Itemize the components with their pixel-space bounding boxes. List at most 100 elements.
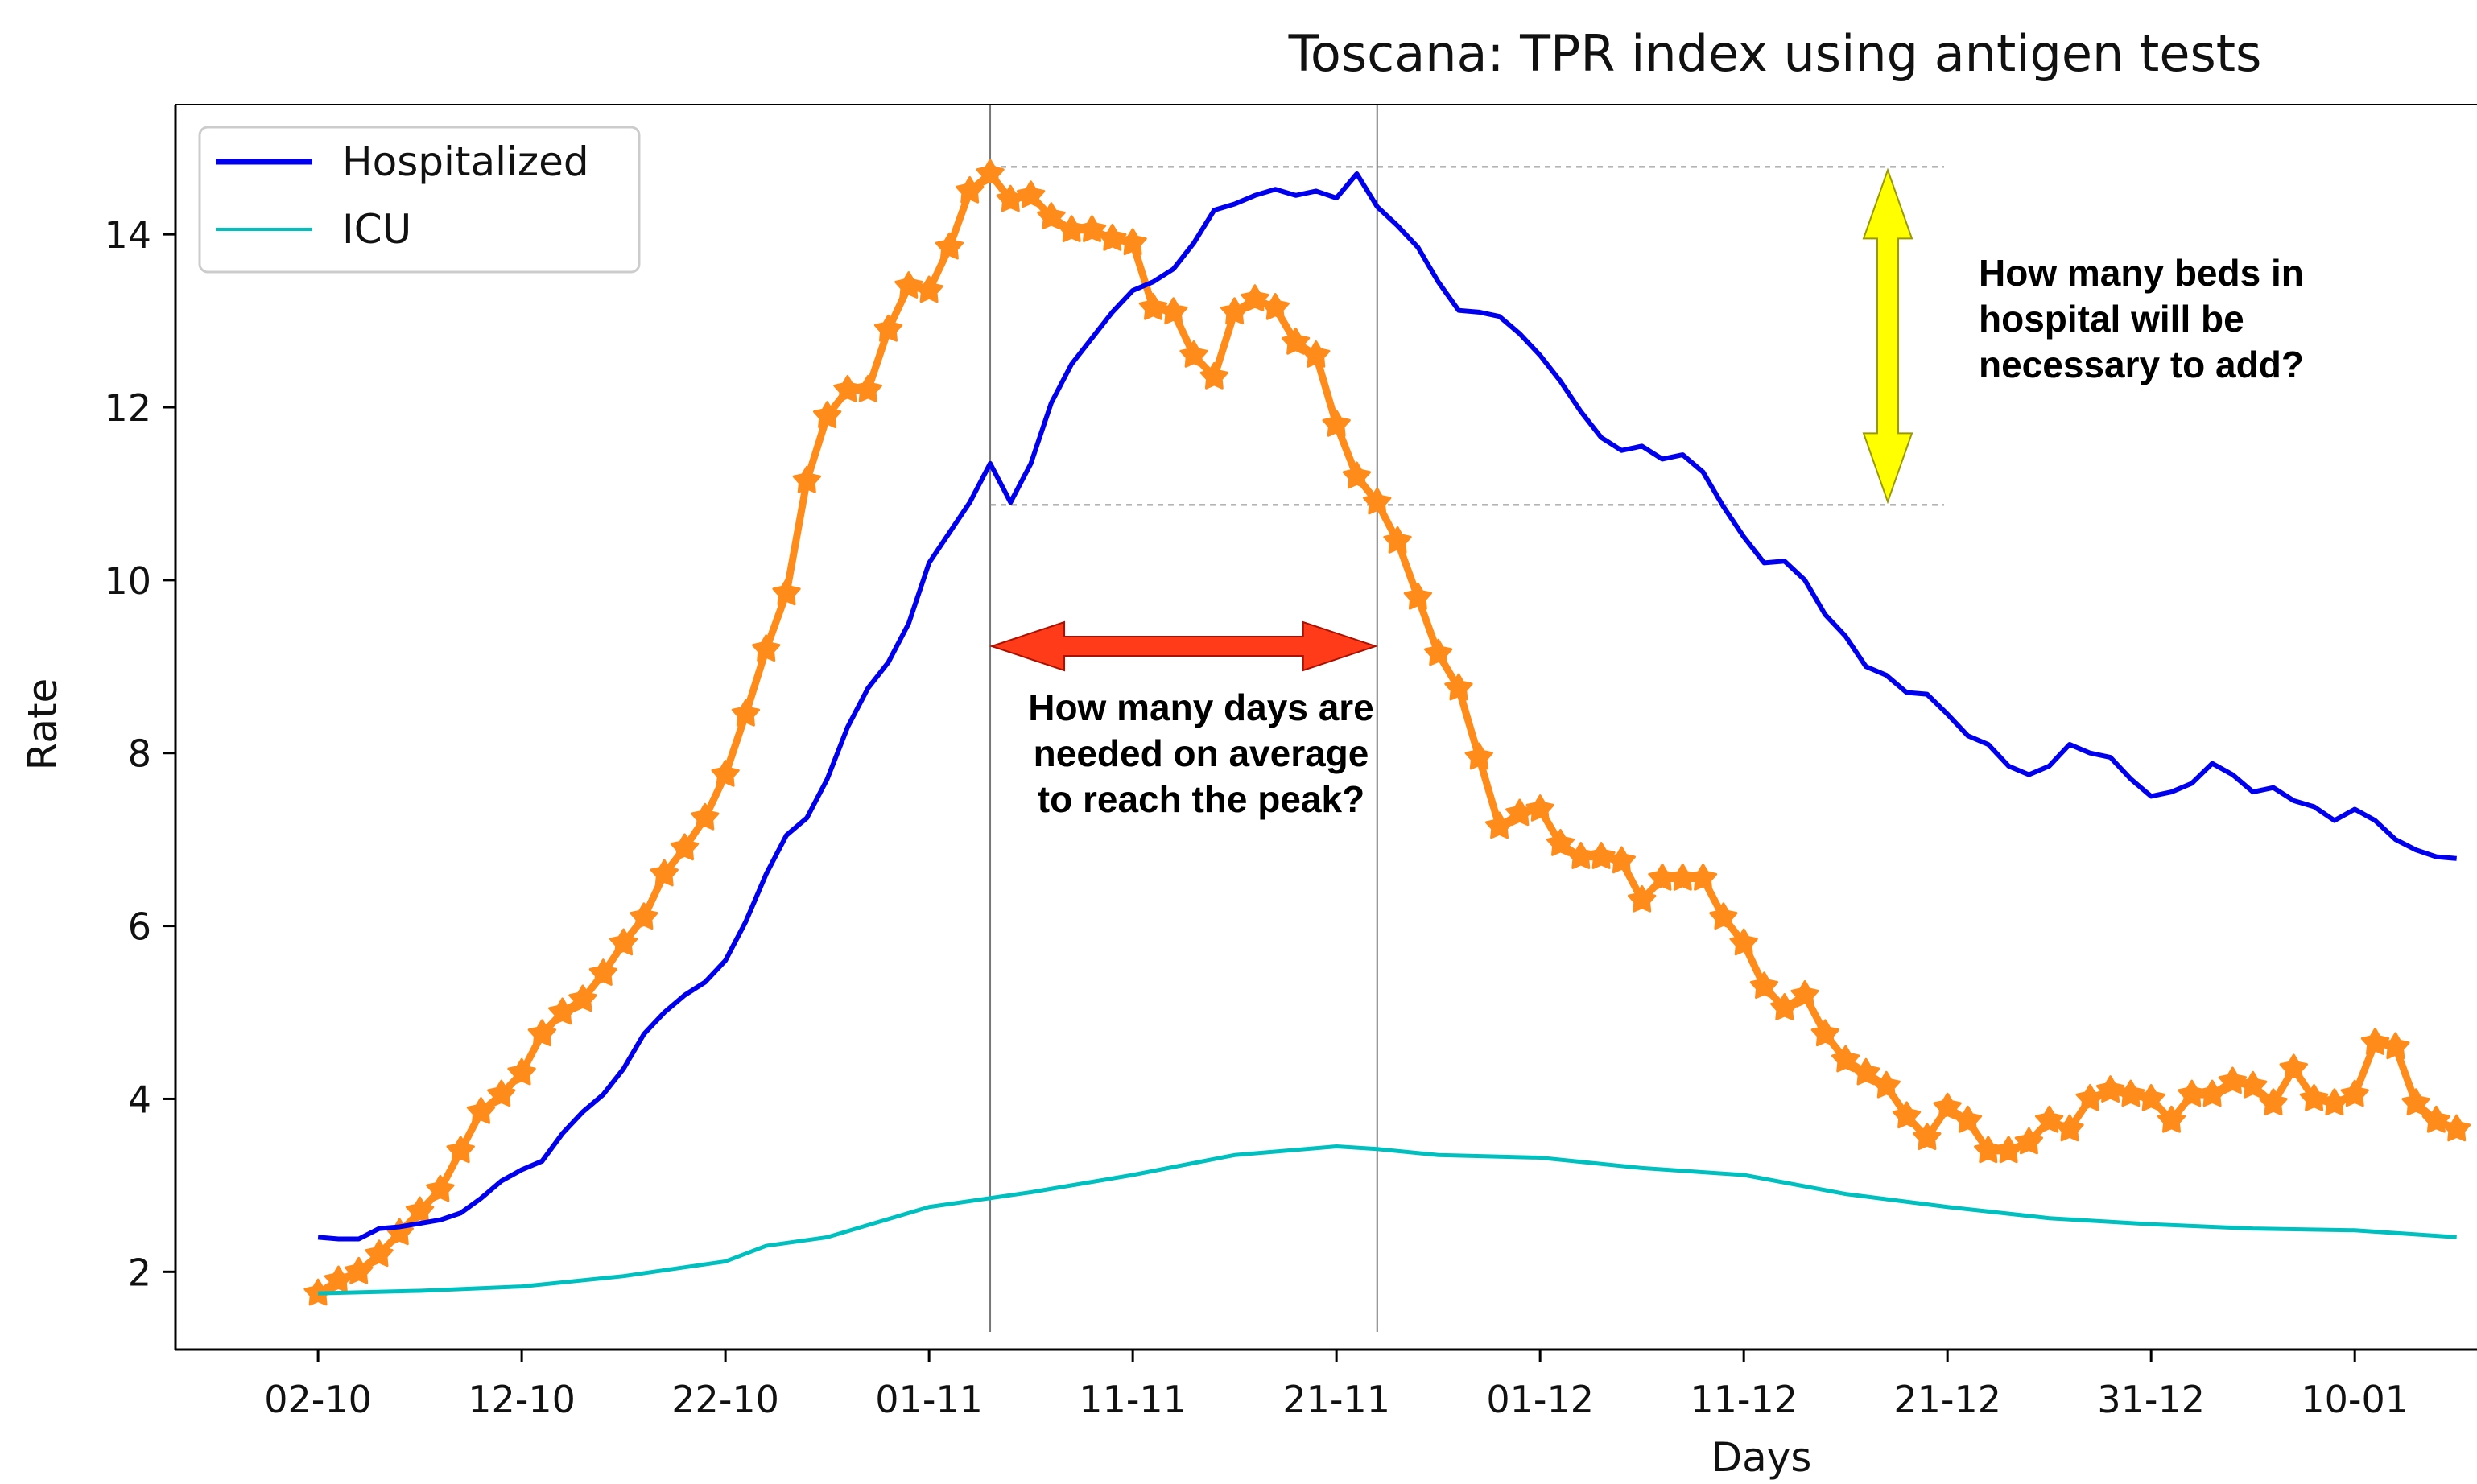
tpr-point-day-42 (1159, 297, 1188, 325)
tpr-point-day-80 (1933, 1092, 1962, 1120)
tpr-point-day-52 (1363, 487, 1392, 515)
tpr-point-day-22 (752, 634, 781, 662)
days-annotation: How many days are needed on average to r… (989, 620, 1378, 820)
tpr-point-day-20 (711, 760, 740, 787)
x-ticks-group: 02-10 12-10 22-10 01-11 11-11 21-11 01-12 11-12… (264, 1350, 2409, 1421)
tpr-point-day-2 (345, 1256, 374, 1284)
y-tick-label-2: 2 (128, 1251, 151, 1294)
tpr-point-day-5 (405, 1196, 435, 1224)
x-tick-label-31-12: 31-12 (2097, 1378, 2205, 1421)
tpr-point-day-79 (1913, 1123, 1942, 1150)
tpr-point-day-91 (2157, 1105, 2186, 1133)
x-tick-label-12-10: 12-10 (468, 1378, 576, 1421)
tpr-point-day-88 (2095, 1075, 2125, 1103)
tpr-point-day-36 (1037, 202, 1066, 229)
tpr-point-day-23 (772, 578, 801, 606)
tpr-point-day-47 (1261, 293, 1290, 320)
x-tick-label-10-01: 10-01 (2301, 1378, 2409, 1421)
tpr-point-day-50 (1322, 410, 1351, 437)
tpr-point-day-17 (650, 859, 679, 887)
beds-needed-arrow (1862, 167, 1913, 505)
tpr-point-day-30 (914, 275, 943, 303)
x-tick-label-02-10: 02-10 (264, 1378, 372, 1421)
tpr-point-day-90 (2136, 1084, 2165, 1111)
tpr-point-day-41 (1138, 293, 1168, 320)
tpr-point-day-54 (1403, 582, 1432, 610)
tpr-point-day-6 (426, 1174, 455, 1202)
tpr-point-day-81 (1953, 1105, 1983, 1133)
tpr-point-day-87 (2075, 1084, 2104, 1111)
tpr-point-day-53 (1383, 526, 1412, 554)
x-tick-label-21-11: 21-11 (1282, 1378, 1390, 1421)
tpr-point-day-70 (1729, 928, 1758, 956)
tpr-point-day-74 (1810, 1019, 1839, 1047)
tpr-point-day-98 (2299, 1084, 2329, 1111)
tpr-point-day-18 (670, 833, 700, 861)
tpr-point-day-39 (1098, 224, 1127, 251)
tpr-point-day-27 (853, 375, 882, 402)
legend: Hospitalized ICU (198, 126, 641, 274)
tpr-point-day-77 (1872, 1070, 1901, 1099)
tpr-point-day-43 (1179, 340, 1208, 368)
tpr-point-day-71 (1749, 971, 1779, 999)
tpr-point-day-28 (873, 314, 903, 342)
tpr-point-day-63 (1587, 842, 1616, 869)
x-tick-label-01-11: 01-11 (875, 1378, 983, 1421)
tpr-point-day-68 (1688, 864, 1718, 891)
tpr-point-day-15 (609, 928, 638, 956)
tpr-point-day-8 (466, 1097, 496, 1124)
tpr-point-day-73 (1790, 980, 1819, 1008)
x-tick-label-01-12: 01-12 (1486, 1378, 1594, 1421)
tpr-point-day-99 (2320, 1088, 2349, 1116)
chart-title: Toscana: TPR index using antigen tests (1288, 24, 2262, 83)
tpr-point-day-58 (1484, 811, 1514, 839)
beds-question-line-3: necessary to add? (1979, 344, 2304, 385)
tpr-point-day-1 (324, 1265, 353, 1293)
tpr-point-day-9 (487, 1079, 516, 1107)
tpr-point-day-100 (2340, 1079, 2369, 1107)
tpr-point-day-32 (956, 175, 985, 204)
tpr-point-day-10 (507, 1057, 536, 1086)
tpr-point-day-96 (2259, 1088, 2288, 1116)
tpr-point-day-83 (1994, 1136, 2023, 1164)
beds-question-line-2: hospital will be (1979, 298, 2244, 340)
tpr-point-day-72 (1770, 993, 1799, 1020)
tpr-point-day-64 (1607, 846, 1636, 874)
tpr-point-day-105 (2442, 1114, 2471, 1142)
tpr-point-day-49 (1302, 340, 1331, 368)
tpr-point-day-57 (1464, 742, 1493, 770)
tpr-point-day-24 (792, 465, 821, 493)
tpr-point-day-19 (691, 802, 720, 831)
tpr-point-day-93 (2198, 1079, 2227, 1107)
tpr-point-day-56 (1444, 673, 1473, 701)
tpr-point-day-60 (1525, 794, 1554, 822)
tpr-point-day-7 (446, 1136, 475, 1164)
y-tick-label-4: 4 (128, 1078, 151, 1121)
tpr-point-day-95 (2239, 1070, 2268, 1099)
y-ticks-group: 2 4 6 8 10 12 14 (104, 213, 175, 1294)
tpr-point-day-40 (1118, 228, 1147, 256)
tpr-point-day-31 (935, 232, 964, 260)
beds-annotation: How many beds in hospital will be necess… (1862, 167, 2304, 505)
x-tick-label-22-10: 22-10 (671, 1378, 779, 1421)
tpr-point-day-51 (1342, 461, 1372, 489)
tpr-point-day-55 (1424, 638, 1453, 666)
series-group (303, 159, 2471, 1306)
x-tick-label-11-12: 11-12 (1690, 1378, 1798, 1421)
tpr-point-day-94 (2218, 1066, 2248, 1094)
y-tick-label-14: 14 (104, 213, 151, 257)
guide-lines-group (989, 105, 1944, 1332)
days-question-line-3: to reach the peak? (1038, 778, 1364, 820)
days-question-line-1: How many days are (1028, 686, 1374, 728)
tpr-point-day-12 (548, 997, 577, 1025)
days-question-line-2: needed on average (1034, 732, 1369, 774)
tpr-point-day-86 (2055, 1114, 2084, 1142)
days-to-peak-arrow (989, 620, 1378, 672)
tpr-point-day-44 (1199, 361, 1228, 390)
tpr-point-day-76 (1852, 1057, 1880, 1086)
tpr-point-day-75 (1831, 1045, 1860, 1073)
x-tick-label-11-11: 11-11 (1079, 1378, 1187, 1421)
tpr-point-day-101 (2360, 1028, 2390, 1055)
